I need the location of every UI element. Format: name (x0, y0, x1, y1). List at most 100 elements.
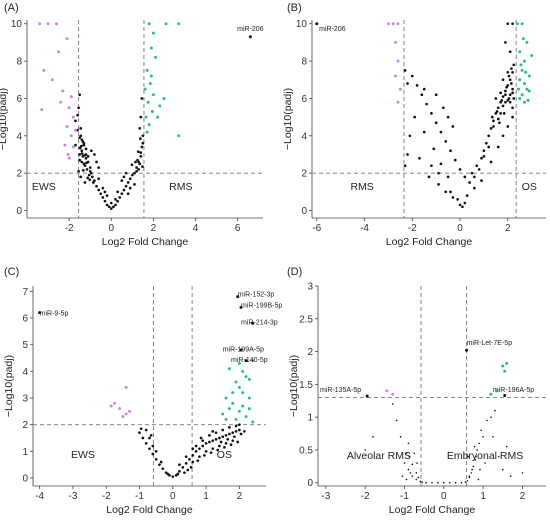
point-ns (238, 423, 241, 427)
point-ns (500, 98, 504, 102)
point-ns (120, 192, 124, 196)
point-ns (506, 70, 510, 74)
point-down (46, 22, 50, 26)
group-label: EWS (71, 449, 95, 461)
point-ns (234, 429, 238, 433)
point-ns (372, 436, 374, 438)
point-up (505, 361, 509, 365)
point-ns (511, 106, 514, 110)
point-down (55, 22, 58, 26)
y-tick-label: 1 (22, 447, 28, 458)
point-ns (161, 467, 165, 471)
y-tick-label: 8 (301, 57, 307, 68)
panel-letter: (D) (287, 266, 302, 278)
point-ns (109, 207, 113, 211)
mirna-label: miR-Let-7E-5p (467, 340, 513, 347)
group-label: RMS (169, 181, 192, 193)
point-ns (415, 472, 418, 474)
point-ns (434, 121, 438, 125)
point-highlight (244, 359, 248, 363)
point-ns (511, 87, 514, 91)
point-ns (507, 74, 511, 78)
point-down (391, 22, 395, 26)
point-ns (141, 141, 145, 145)
point-ns (492, 436, 494, 438)
panel-letter: (B) (287, 2, 302, 14)
point-ns (492, 119, 495, 123)
point-ns (407, 468, 410, 471)
point-up (523, 82, 527, 86)
point-ns (506, 125, 510, 128)
point-ns (238, 428, 241, 432)
point-up (144, 115, 148, 119)
point-ns (144, 441, 148, 445)
point-ns (494, 97, 498, 100)
x-tick-label: 1 (480, 491, 486, 502)
x-axis-title: Log2 Fold Change (389, 504, 476, 516)
point-ns (97, 166, 100, 169)
point-ns (124, 184, 128, 188)
point-ns (490, 115, 494, 119)
point-ns (226, 437, 230, 441)
point-up (517, 87, 521, 91)
point-ns (451, 125, 455, 128)
point-ns (133, 183, 136, 186)
point-ns (86, 155, 90, 158)
point-ns (505, 445, 508, 448)
point-ns (166, 472, 170, 476)
point-down (118, 407, 122, 411)
point-up (146, 100, 150, 104)
point-up (234, 380, 238, 384)
point-ns (77, 169, 80, 173)
point-ns (198, 455, 201, 459)
point-ns (76, 113, 79, 117)
point-ns (403, 462, 406, 464)
x-tick-label: 2 (505, 223, 511, 234)
point-ns (463, 201, 467, 205)
point-highlight (239, 305, 243, 309)
point-up (523, 59, 527, 63)
point-ns (496, 117, 500, 121)
point-ns (475, 455, 477, 458)
point-ns (141, 165, 144, 168)
point-ns (109, 201, 113, 205)
point-ns (501, 134, 505, 138)
point-up (525, 87, 529, 91)
point-ns (437, 481, 439, 484)
point-ns (90, 175, 94, 179)
point-ns (84, 147, 88, 151)
point-ns (471, 468, 473, 471)
point-ns (473, 186, 476, 190)
x-tick-label: 1 (203, 491, 209, 502)
point-ns (86, 176, 90, 180)
point-up (224, 417, 228, 421)
mirna-label: miR-214-3p (241, 320, 278, 327)
point-ns (480, 429, 482, 432)
point-ns (78, 146, 82, 150)
point-ns (460, 481, 463, 484)
mirna-label: miR-206 (319, 26, 346, 33)
point-down (65, 37, 69, 41)
point-ns (453, 158, 457, 162)
point-ns (131, 173, 134, 177)
y-tick-label: 0 (16, 206, 22, 217)
point-ns (413, 115, 417, 119)
point-ns (101, 196, 105, 199)
point-ns (231, 431, 235, 435)
point-ns (79, 126, 83, 130)
point-ns (140, 145, 144, 149)
point-ns (458, 168, 462, 171)
point-ns (511, 70, 514, 74)
point-ns (470, 171, 474, 175)
point-ns (139, 155, 143, 158)
point-ns (74, 119, 77, 123)
point-ns (138, 431, 141, 435)
y-tick-label: 6 (301, 94, 307, 105)
point-ns (243, 429, 246, 433)
point-ns (502, 112, 506, 115)
point-ns (512, 97, 516, 100)
point-up (221, 412, 225, 416)
point-ns (484, 462, 486, 464)
point-ns (508, 78, 512, 82)
point-up (495, 389, 499, 393)
